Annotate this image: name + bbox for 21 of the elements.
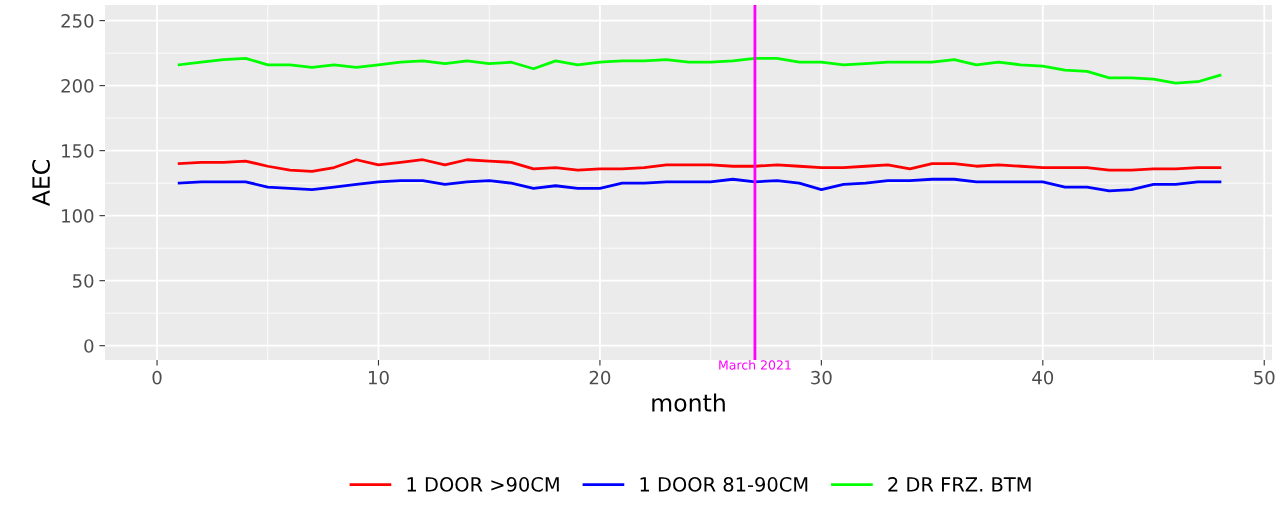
y-tick-label: 150 xyxy=(62,144,94,158)
line-series xyxy=(177,158,1222,173)
x-tick-label: 50 xyxy=(1254,370,1275,385)
legend-label: 1 DOOR 81-90CM xyxy=(640,477,808,492)
legend-label: 1 DOOR >90CM xyxy=(407,477,559,492)
ref-line-label: March 2021 xyxy=(719,360,791,370)
x-tick-label: 0 xyxy=(152,370,162,385)
x-tick-label: 20 xyxy=(589,370,611,385)
x-tick-label: 10 xyxy=(368,370,389,385)
line-series xyxy=(177,177,1222,193)
x-tick-label: 30 xyxy=(811,370,832,385)
y-tick-label: 0 xyxy=(84,339,94,353)
y-tick-label: 50 xyxy=(73,274,94,288)
x-axis-title: month xyxy=(652,393,725,412)
line-series xyxy=(177,56,1222,85)
legend-label: 2 DR FRZ. BTM xyxy=(888,477,1031,492)
y-tick-label: 200 xyxy=(61,79,94,93)
y-tick-label: 250 xyxy=(61,14,94,28)
y-tick-label: 100 xyxy=(62,209,94,223)
y-axis-title: AEC xyxy=(32,160,50,207)
x-tick-label: 40 xyxy=(1032,370,1054,385)
